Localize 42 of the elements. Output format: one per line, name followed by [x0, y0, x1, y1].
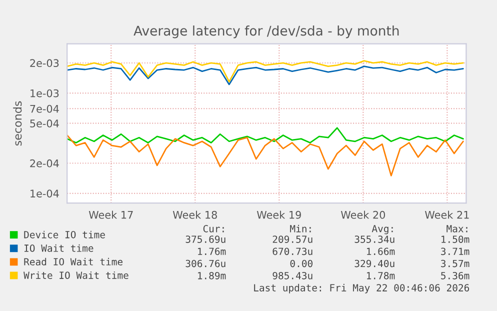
x-tick-label: Week 20 — [340, 210, 386, 219]
text: 375.69u — [186, 236, 226, 243]
text: 5.36m — [441, 272, 470, 280]
text: 1.66m — [367, 248, 395, 256]
y-tick-label: 2e-03 — [30, 59, 59, 68]
y-tick-label: 1e-03 — [30, 89, 59, 98]
text: 3.71m — [441, 248, 470, 256]
text: 670.73u — [272, 248, 312, 256]
x-tick-label: Week 17 — [88, 210, 133, 219]
y-tick-label: 2e-04 — [30, 159, 59, 168]
text: 1.89m — [198, 272, 226, 280]
chart-title: Average latency for /dev/sda - by month — [134, 25, 399, 38]
legend-label: Write IO Wait time — [24, 271, 128, 279]
text: 985.43u — [272, 272, 312, 280]
x-tick-label: Week 18 — [172, 210, 217, 219]
line-series — [67, 66, 464, 86]
y-axis-title: seconds — [13, 101, 22, 146]
text: 0.00 — [290, 260, 312, 268]
text: 355.34u — [354, 236, 394, 243]
text: Cur: — [203, 225, 224, 232]
legend-label: Device IO time — [24, 230, 105, 238]
text: 3.57m — [441, 260, 470, 268]
text: Avg: — [372, 225, 393, 234]
legend-label: Read IO Wait time — [24, 258, 122, 266]
legend-label: IO Wait time — [24, 244, 94, 252]
line-series — [67, 134, 464, 176]
text: Min: — [290, 224, 311, 232]
y-tick-label: 1e-04 — [30, 190, 59, 198]
text: 1.50m — [442, 236, 470, 243]
text: 1.78m — [367, 272, 395, 280]
text: 329.40u — [354, 260, 394, 268]
text: 1.76m — [198, 248, 226, 256]
line-series — [67, 127, 464, 144]
text: Last update: Fri May 22 00:46:06 2026 — [254, 284, 470, 294]
text: Max: — [446, 225, 468, 232]
text: 306.76u — [186, 260, 226, 268]
x-tick-label: Week 21 — [424, 210, 469, 219]
text: 209.57u — [272, 236, 312, 243]
y-tick-label: 5e-04 — [30, 120, 59, 128]
y-tick-label: 7e-04 — [30, 104, 59, 113]
x-tick-label: Week 19 — [256, 210, 301, 219]
line-series — [67, 60, 464, 82]
